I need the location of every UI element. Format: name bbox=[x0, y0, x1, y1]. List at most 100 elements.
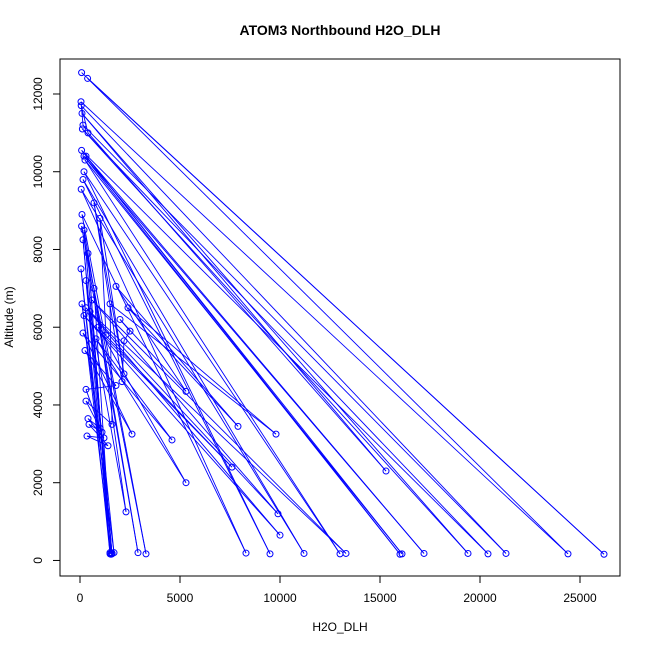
series-segment bbox=[80, 188, 305, 554]
series-segment bbox=[80, 105, 507, 554]
data-point bbox=[82, 385, 90, 393]
y-tick-label: 2000 bbox=[31, 469, 45, 496]
series-segment bbox=[88, 424, 109, 447]
data-point bbox=[122, 508, 130, 516]
y-tick-label: 0 bbox=[31, 557, 45, 564]
x-tick-label: 0 bbox=[77, 591, 84, 605]
data-point bbox=[77, 185, 85, 193]
x-tick-label: 5000 bbox=[167, 591, 194, 605]
y-axis: 0 2000 4000 6000 8000 10000 12000 bbox=[31, 77, 61, 564]
series-segment bbox=[84, 350, 133, 435]
data-point bbox=[228, 463, 236, 471]
data-point bbox=[106, 549, 114, 557]
series-segment bbox=[97, 326, 187, 483]
x-tick-label: 15000 bbox=[363, 591, 397, 605]
series-segment bbox=[93, 288, 112, 555]
data-point bbox=[78, 300, 86, 308]
series-segment bbox=[84, 159, 403, 555]
series-segment bbox=[81, 214, 247, 554]
y-tick-label: 8000 bbox=[31, 236, 45, 263]
data-point bbox=[272, 430, 280, 438]
series-segment bbox=[84, 159, 341, 555]
series-segment bbox=[85, 307, 281, 536]
data-point bbox=[124, 304, 132, 312]
series-segment bbox=[83, 171, 271, 555]
series-segment bbox=[82, 332, 173, 441]
series-segment bbox=[85, 155, 403, 555]
data-point bbox=[79, 329, 87, 337]
data-point bbox=[126, 327, 134, 335]
series-segment bbox=[82, 128, 489, 555]
data-point bbox=[80, 152, 88, 160]
data-point bbox=[79, 121, 87, 129]
data-point bbox=[142, 550, 150, 558]
x-axis-label: H2O_DLH bbox=[312, 620, 367, 634]
series-segment bbox=[115, 286, 239, 427]
data-point bbox=[85, 420, 93, 428]
data-point bbox=[182, 387, 190, 395]
data-point bbox=[112, 282, 120, 290]
series-segment bbox=[89, 311, 347, 554]
data-point bbox=[80, 168, 88, 176]
series-segment bbox=[82, 128, 469, 554]
data-point bbox=[420, 549, 428, 557]
series-segment bbox=[85, 155, 425, 554]
series-segment bbox=[99, 218, 125, 374]
data-point bbox=[108, 420, 116, 428]
data-point bbox=[276, 531, 284, 539]
data-point bbox=[464, 549, 472, 557]
series-segment bbox=[81, 150, 489, 555]
data-point bbox=[80, 312, 88, 320]
data-point bbox=[82, 397, 90, 405]
data-point bbox=[84, 129, 92, 137]
series-segment bbox=[85, 400, 103, 433]
y-tick-label: 4000 bbox=[31, 391, 45, 418]
data-point bbox=[266, 550, 274, 558]
data-point bbox=[120, 337, 128, 345]
data-point bbox=[564, 550, 572, 558]
series-segment bbox=[109, 303, 277, 435]
data-point bbox=[82, 304, 90, 312]
data-point bbox=[112, 382, 120, 390]
data-point bbox=[79, 236, 87, 244]
data-point bbox=[77, 98, 85, 106]
data-point bbox=[398, 550, 406, 558]
data-point bbox=[82, 277, 90, 285]
x-tick-label: 20000 bbox=[463, 591, 497, 605]
series-segment bbox=[95, 338, 173, 441]
data-point bbox=[484, 550, 492, 558]
series-segment bbox=[87, 418, 101, 429]
data-point bbox=[88, 296, 96, 304]
x-tick-label: 10000 bbox=[263, 591, 297, 605]
series-segment bbox=[89, 311, 127, 512]
data-point bbox=[96, 424, 104, 432]
data-point bbox=[78, 146, 86, 154]
series-segment bbox=[85, 280, 115, 553]
data-point bbox=[77, 265, 85, 273]
data-point bbox=[242, 549, 250, 557]
series-segment bbox=[99, 218, 107, 336]
data-point bbox=[104, 442, 112, 450]
data-point bbox=[78, 222, 86, 230]
data-point bbox=[84, 74, 92, 82]
x-axis: 0 5000 10000 15000 20000 25000 bbox=[77, 575, 597, 605]
data-point bbox=[502, 549, 510, 557]
series-segment bbox=[87, 78, 569, 555]
data-point bbox=[77, 102, 85, 110]
series-segment bbox=[80, 101, 569, 555]
data-point bbox=[90, 199, 98, 207]
data-point bbox=[128, 430, 136, 438]
data-point bbox=[92, 335, 100, 343]
data-point bbox=[107, 550, 115, 558]
series-segment bbox=[93, 202, 125, 374]
series-segment bbox=[109, 303, 113, 425]
series-segment bbox=[82, 179, 271, 555]
data-point bbox=[78, 125, 86, 133]
series-segment bbox=[83, 171, 341, 555]
series-segment bbox=[85, 389, 101, 429]
data-point bbox=[78, 69, 86, 77]
data-point bbox=[134, 549, 142, 557]
data-point bbox=[94, 323, 102, 331]
series-segment bbox=[91, 299, 347, 554]
data-point bbox=[81, 156, 89, 164]
